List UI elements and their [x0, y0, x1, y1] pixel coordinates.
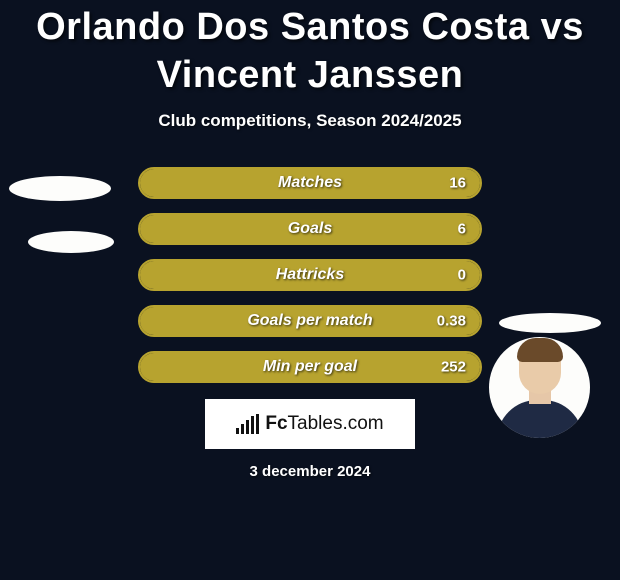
- stat-row: Min per goal252: [138, 351, 482, 383]
- stat-bars: Matches16 Goals6 Hattricks0 Goals per match…: [138, 167, 482, 383]
- bar-fill-right: [310, 261, 480, 289]
- bar-fill-right: [140, 307, 480, 335]
- date-label: 3 december 2024: [0, 463, 620, 480]
- player-right-placeholder: [499, 313, 601, 333]
- logo-text: FcTables.com: [265, 413, 383, 435]
- fctables-logo: FcTables.com: [205, 399, 415, 449]
- page-title: Orlando Dos Santos Costa vs Vincent Jans…: [0, 0, 620, 99]
- stat-row: Goals6: [138, 213, 482, 245]
- stat-row: Matches16: [138, 167, 482, 199]
- logo-bold: Fc: [265, 413, 287, 434]
- bar-fill-right: [140, 169, 480, 197]
- logo-bars-icon: [236, 414, 259, 434]
- stat-row: Hattricks0: [138, 259, 482, 291]
- player-left-placeholder: [9, 176, 111, 201]
- player-left-placeholder: [28, 231, 114, 253]
- logo-light: Tables.com: [288, 413, 384, 434]
- stat-row: Goals per match0.38: [138, 305, 482, 337]
- player-right-avatar: [489, 337, 590, 438]
- subtitle: Club competitions, Season 2024/2025: [0, 111, 620, 131]
- bar-fill-right: [140, 353, 480, 381]
- bar-fill-right: [140, 215, 480, 243]
- bar-fill-left: [140, 261, 310, 289]
